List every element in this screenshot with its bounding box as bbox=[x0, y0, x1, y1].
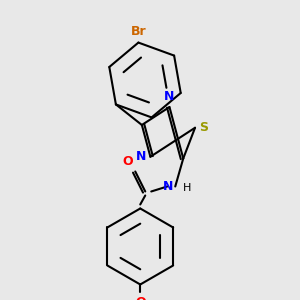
Text: H: H bbox=[183, 184, 192, 194]
Text: N: N bbox=[163, 180, 173, 193]
Text: N: N bbox=[136, 150, 146, 163]
Text: O: O bbox=[135, 296, 146, 300]
Text: N: N bbox=[164, 90, 175, 103]
Text: O: O bbox=[123, 155, 133, 169]
Text: S: S bbox=[199, 121, 208, 134]
Text: Br: Br bbox=[130, 25, 146, 38]
